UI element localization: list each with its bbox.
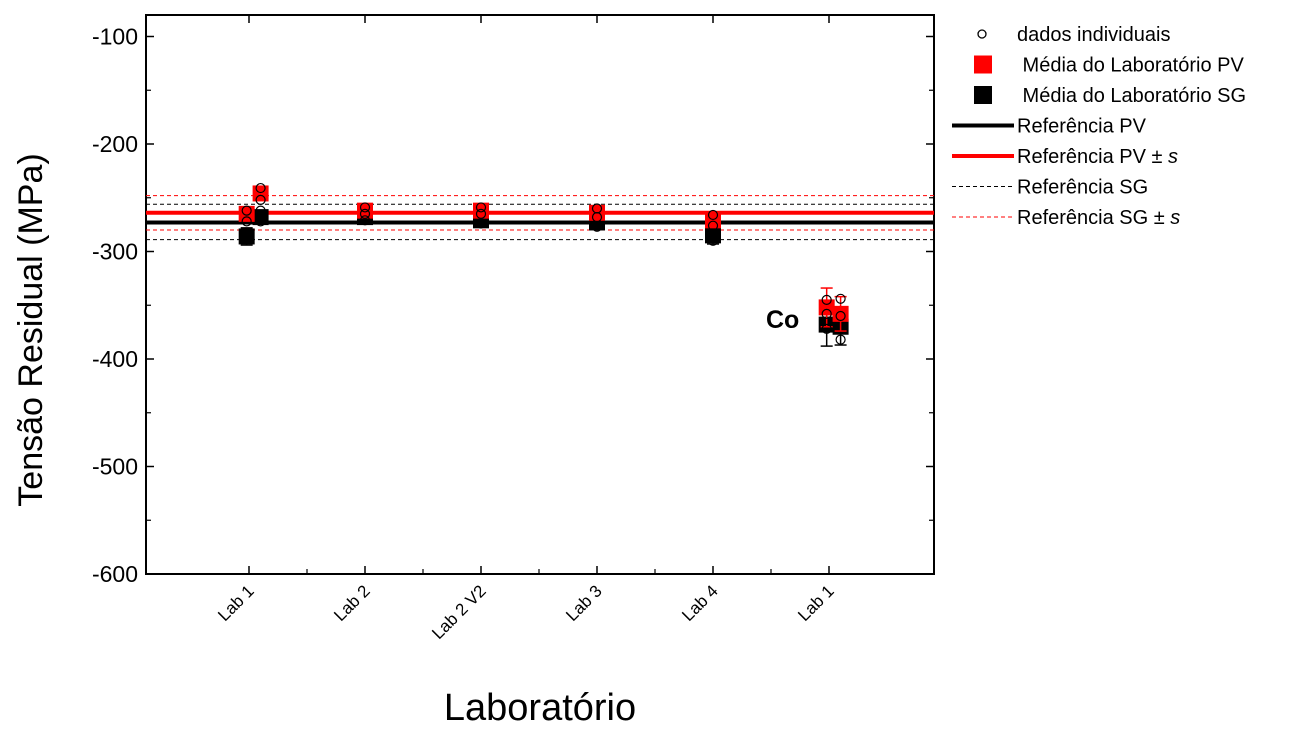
legend-label-5: Referência SG xyxy=(1017,177,1148,199)
y-tick-label-3: -400 xyxy=(92,346,138,372)
legend-label-6: Referência SG ± s xyxy=(1017,207,1180,229)
individual-data-point xyxy=(359,208,371,219)
legend-label-3: Referência PV xyxy=(1017,116,1147,138)
x-tick-label-2: Lab 2 V2 xyxy=(428,581,490,643)
y-axis-title: Tensão Residual (MPa) xyxy=(12,153,50,506)
y-tick-label-1: -200 xyxy=(92,131,138,157)
legend-label-4: Referência PV ± s xyxy=(1017,146,1178,168)
legend: dados individuais Média do Laboratório P… xyxy=(952,24,1246,229)
individual-data-point xyxy=(255,216,266,227)
x-tick-label-4: Lab 4 xyxy=(678,581,722,625)
individual-data-point xyxy=(241,216,252,227)
x-axis: Lab 1 Lab 2 Lab 2 V2 Lab 3 Lab 4 Lab 1 xyxy=(214,15,838,643)
legend-symbol-square xyxy=(974,86,992,104)
x-tick-label-1: Lab 2 xyxy=(330,581,374,625)
y-tick-label-0: -100 xyxy=(92,24,138,50)
legend-label-italic: s xyxy=(1170,207,1180,229)
individual-data-point xyxy=(835,293,846,304)
individual-data-point xyxy=(475,208,487,219)
individual-data-point xyxy=(475,218,487,229)
sg-mean-marker xyxy=(238,228,255,245)
data-marks xyxy=(238,182,849,347)
pv-mean-marker xyxy=(818,299,835,316)
individual-data-point xyxy=(835,334,846,345)
pv-mean-marker xyxy=(473,202,489,219)
y-axis: -100 -200 -300 -400 -500 -600 xyxy=(92,24,934,587)
individual-data-point xyxy=(359,202,371,213)
legend-label-2: Média do Laboratório SG xyxy=(1017,85,1246,107)
reference-lines xyxy=(146,195,934,241)
pv-mean-marker xyxy=(705,212,721,229)
legend-symbol-circle xyxy=(977,29,987,39)
annotation-co: Co xyxy=(766,306,799,334)
pv-mean-marker xyxy=(252,185,269,202)
x-tick-label-3: Lab 3 xyxy=(562,581,606,625)
individual-data-point xyxy=(707,220,719,231)
individual-data-point xyxy=(255,205,266,216)
legend-label-italic: s xyxy=(1168,146,1178,168)
individual-data-point xyxy=(255,182,266,194)
individual-data-point xyxy=(821,308,832,319)
individual-data-point xyxy=(707,209,719,221)
individual-data-point xyxy=(591,212,603,223)
individual-data-point xyxy=(241,233,252,244)
y-tick-label-2: -300 xyxy=(92,239,138,265)
plot-frame xyxy=(145,14,935,575)
legend-label-0: dados individuais xyxy=(1017,24,1170,46)
individual-data-point xyxy=(707,235,719,246)
individual-data-point xyxy=(821,323,832,334)
x-tick-label-5: Lab 1 xyxy=(794,581,838,625)
individual-data-point xyxy=(835,310,846,322)
individual-data-point xyxy=(359,215,371,226)
individual-data-point xyxy=(255,194,266,205)
y-tick-label-4: -500 xyxy=(92,454,138,480)
y-tick-label-5: -600 xyxy=(92,561,138,587)
legend-label-1: Média do Laboratório PV xyxy=(1017,55,1244,77)
x-tick-label-0: Lab 1 xyxy=(214,581,258,625)
pv-mean-marker xyxy=(832,305,849,322)
individual-data-point xyxy=(821,294,832,305)
individual-data-point xyxy=(475,202,487,213)
pv-mean-marker xyxy=(238,205,255,222)
x-axis-title: Laboratório xyxy=(444,687,636,729)
individual-data-point xyxy=(241,205,252,216)
legend-symbol-square xyxy=(974,55,992,74)
individual-data-point xyxy=(591,221,603,232)
